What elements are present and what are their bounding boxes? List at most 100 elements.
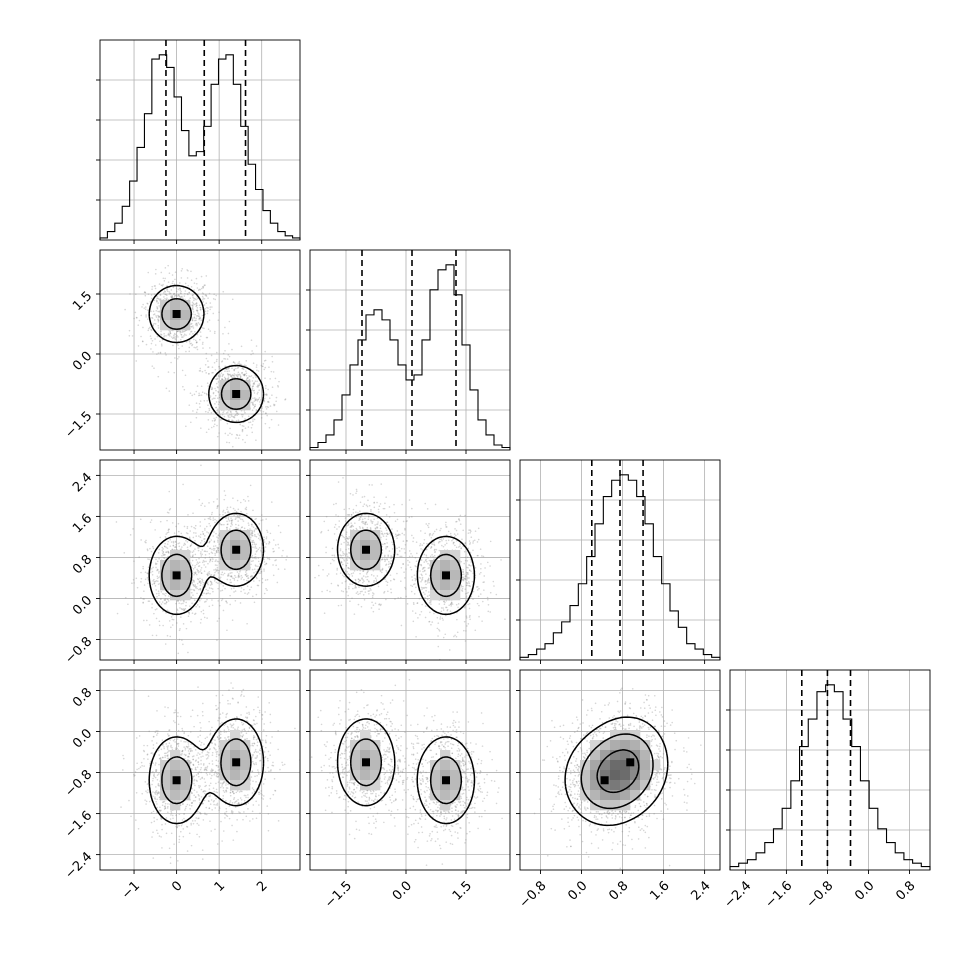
scatter-point	[199, 403, 201, 405]
scatter-point	[352, 494, 354, 496]
scatter-point	[146, 344, 148, 346]
scatter-point	[220, 374, 222, 376]
scatter-point	[453, 542, 455, 544]
scatter-point	[227, 507, 229, 509]
scatter-point	[365, 522, 367, 524]
scatter-point	[455, 535, 457, 537]
scatter-point	[356, 505, 358, 507]
scatter-point	[373, 581, 375, 583]
scatter-point	[214, 332, 216, 334]
scatter-point	[363, 575, 365, 577]
scatter-point	[246, 732, 248, 734]
scatter-point	[200, 465, 202, 467]
scatter-point	[174, 357, 176, 359]
density-cell	[220, 560, 230, 570]
scatter-point	[373, 604, 375, 606]
scatter-point	[205, 275, 207, 277]
scatter-point	[172, 287, 174, 289]
scatter-point	[273, 539, 275, 541]
scatter-point	[207, 310, 209, 312]
scatter-point	[165, 291, 167, 293]
scatter-point	[222, 511, 224, 513]
scatter-point	[261, 365, 263, 367]
scatter-point	[217, 600, 219, 602]
scatter-point	[493, 581, 495, 583]
scatter-point	[177, 653, 179, 655]
scatter-point	[204, 308, 206, 310]
scatter-point	[202, 327, 204, 329]
scatter-point	[490, 541, 492, 543]
scatter-point	[439, 530, 441, 532]
scatter-point	[251, 350, 253, 352]
scatter-point	[211, 512, 213, 514]
density-peak	[173, 571, 181, 579]
scatter-point	[218, 403, 220, 405]
scatter-point	[180, 616, 182, 618]
scatter-point	[204, 370, 206, 372]
scatter-point	[428, 523, 430, 525]
scatter-point	[375, 581, 377, 583]
scatter-point	[158, 571, 160, 573]
scatter-point	[380, 537, 382, 539]
scatter-point	[475, 530, 477, 532]
scatter-point	[373, 575, 375, 577]
scatter-point	[185, 351, 187, 353]
scatter-point	[177, 330, 179, 332]
scatter-point	[443, 609, 445, 611]
scatter-point	[265, 588, 267, 590]
scatter-point	[214, 560, 216, 562]
scatter-point	[207, 360, 209, 362]
scatter-point	[175, 546, 177, 548]
scatter-point	[366, 573, 368, 575]
scatter-point	[255, 399, 257, 401]
scatter-point	[215, 378, 217, 380]
scatter-point	[334, 556, 336, 558]
scatter-point	[152, 351, 154, 353]
scatter-point	[478, 596, 480, 598]
scatter-point	[223, 610, 225, 612]
scatter-point	[167, 334, 169, 336]
scatter-point	[373, 593, 375, 595]
scatter-point	[254, 397, 256, 399]
scatter-point	[184, 299, 186, 301]
scatter-point	[196, 411, 198, 413]
panel-frame	[100, 250, 300, 450]
scatter-point	[168, 281, 170, 283]
scatter-point	[429, 612, 431, 614]
scatter-point	[362, 582, 364, 584]
scatter-point	[371, 484, 373, 486]
scatter-point	[207, 590, 209, 592]
scatter-point	[198, 572, 200, 574]
scatter-point	[176, 622, 178, 624]
scatter-point	[204, 505, 206, 507]
scatter-point	[205, 411, 207, 413]
scatter-point	[164, 280, 166, 282]
scatter-point	[255, 716, 257, 718]
scatter-point	[199, 571, 201, 573]
scatter-point	[348, 586, 350, 588]
scatter-point	[404, 577, 406, 579]
scatter-point	[164, 278, 166, 280]
scatter-point	[205, 807, 207, 809]
scatter-point	[160, 272, 162, 274]
scatter-point	[218, 552, 220, 554]
scatter-point	[228, 517, 230, 519]
scatter-point	[158, 552, 160, 554]
scatter-point	[415, 612, 417, 614]
scatter-point	[378, 608, 380, 610]
scatter-point	[241, 587, 243, 589]
scatter-point	[364, 496, 366, 498]
scatter-point	[173, 619, 175, 621]
scatter-point	[240, 518, 242, 520]
scatter-point	[243, 374, 245, 376]
scatter-point	[208, 428, 210, 430]
scatter-point	[236, 831, 238, 833]
scatter-point	[168, 512, 170, 514]
scatter-point	[189, 347, 191, 349]
scatter-point	[196, 417, 198, 419]
scatter-point	[252, 388, 254, 390]
scatter-point	[212, 519, 214, 521]
scatter-point	[202, 531, 204, 533]
scatter-point	[242, 368, 244, 370]
scatter-point	[464, 607, 466, 609]
